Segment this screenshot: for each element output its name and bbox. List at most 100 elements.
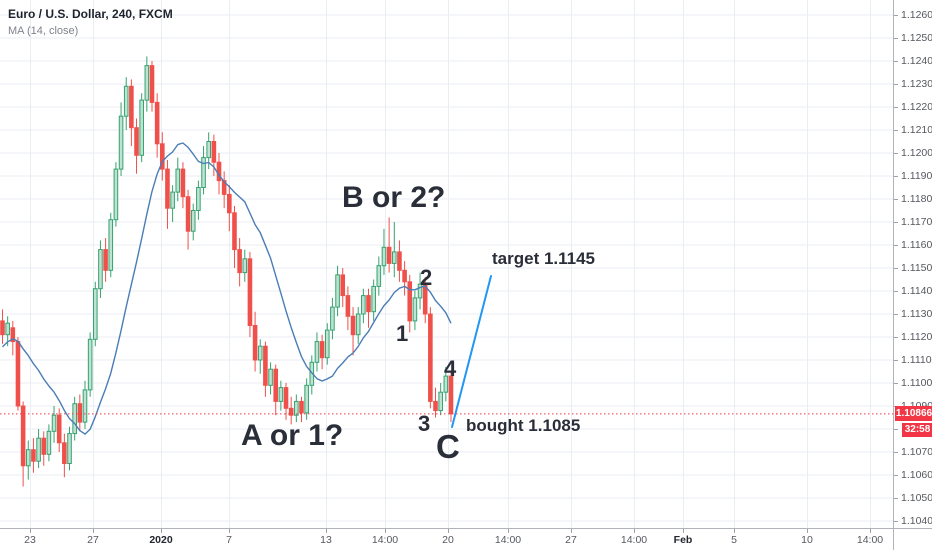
price-axis-label: 1.11900 <box>901 170 932 182</box>
annotation-wave-2[interactable]: 2 <box>420 265 433 290</box>
candle-down <box>10 327 16 343</box>
candle-up <box>438 391 443 412</box>
price-tick <box>894 475 898 476</box>
price-axis[interactable]: 1.10866 32:58 1.12600 1.12500 1.12400 1.123… <box>893 0 932 550</box>
price-axis-label: 1.10400 <box>901 515 932 527</box>
candle-up <box>5 322 10 336</box>
candle-down <box>232 212 237 251</box>
candle-down <box>319 341 325 359</box>
candle-up <box>92 288 98 340</box>
candle-up <box>278 387 284 402</box>
candle-down <box>288 407 294 416</box>
price-axis-label: 1.11500 <box>901 262 932 274</box>
time-tick <box>870 529 871 533</box>
annotation-wave-3[interactable]: 3 <box>418 411 431 436</box>
price-tick <box>894 429 898 430</box>
annotation-wave-1[interactable]: 1 <box>396 321 409 346</box>
candle-down <box>0 320 5 336</box>
time-axis-label: 14:00 <box>371 534 399 546</box>
candle-down <box>165 168 170 209</box>
candle-up <box>72 403 77 435</box>
price-tick <box>894 291 898 292</box>
candle-up <box>25 449 31 467</box>
candle-down <box>154 101 160 145</box>
ma-indicator-label[interactable]: MA (14, close) <box>8 25 79 37</box>
price-axis-label: 1.11200 <box>901 331 932 343</box>
candle-up <box>268 368 273 386</box>
time-tick <box>634 529 635 533</box>
price-tick <box>894 268 898 269</box>
candle-up <box>113 168 119 221</box>
candle-up <box>304 384 309 414</box>
candle-up <box>443 375 449 393</box>
price-axis-label: 1.10600 <box>901 469 932 481</box>
time-axis-label: 10 <box>801 534 813 546</box>
candle-down <box>62 442 67 464</box>
candle-up <box>391 251 397 264</box>
candle-up <box>330 306 335 331</box>
time-axis[interactable]: 23 27 2020 7 13 14:00 20 14:00 27 14:00 Feb 5 10 14:0… <box>0 528 932 550</box>
candle-up <box>376 265 382 287</box>
annotation-wave-c[interactable]: C <box>436 428 460 465</box>
symbol-title[interactable]: Euro / U.S. Dollar, 240, FXCM <box>8 7 173 21</box>
chart-canvas[interactable] <box>0 0 893 528</box>
candle-down <box>448 375 454 415</box>
annotations-layer: B or 2? A or 1? C 1 2 3 4 target 1.1145 bought 1… <box>241 181 596 465</box>
bar-countdown-tag: 32:58 <box>902 423 932 437</box>
ma-line <box>2 142 452 435</box>
candle-up <box>170 191 175 209</box>
candle-down <box>31 449 36 462</box>
candle-down <box>386 246 392 264</box>
candle-down <box>402 269 407 283</box>
candle-down <box>237 249 242 274</box>
time-tick <box>508 529 509 533</box>
time-axis-label: 5 <box>731 534 737 546</box>
candle-down <box>345 295 351 317</box>
chart-pane[interactable]: Euro / U.S. Dollar, 240, FXCM MA (14, cl… <box>0 0 893 528</box>
annotation-target-label[interactable]: target 1.1145 <box>492 249 596 268</box>
price-axis-label: 1.12600 <box>901 9 932 21</box>
time-axis-label: 7 <box>226 534 232 546</box>
annotation-wave-a-or-1[interactable]: A or 1? <box>241 419 344 452</box>
candle-down <box>340 274 346 297</box>
candle-down <box>407 281 413 322</box>
candle-up <box>87 338 93 391</box>
price-axis-label: 1.12100 <box>901 124 932 136</box>
candle-up <box>314 341 320 363</box>
price-axis-label: 1.11300 <box>901 308 932 320</box>
annotation-wave-4[interactable]: 4 <box>444 356 457 381</box>
candle-up <box>98 249 103 290</box>
price-axis-label: 1.11600 <box>901 239 932 251</box>
candle-up <box>412 297 418 322</box>
candle-up <box>190 210 196 232</box>
candle-up <box>371 285 376 313</box>
candle-up <box>257 345 263 361</box>
candle-up <box>242 258 248 274</box>
candle-down <box>299 400 304 414</box>
price-axis-label: 1.12300 <box>901 78 932 90</box>
time-tick <box>571 529 572 533</box>
candle-up <box>118 115 124 170</box>
candle-down <box>20 405 26 467</box>
candle-up <box>51 414 57 432</box>
candle-down <box>56 414 62 444</box>
annotation-wave-b-or-2[interactable]: B or 2? <box>342 181 446 214</box>
candle-up <box>144 65 150 101</box>
price-tick <box>894 498 898 499</box>
candle-up <box>175 168 181 193</box>
time-tick <box>93 529 94 533</box>
candle-down <box>350 315 356 336</box>
price-axis-label: 1.10700 <box>901 446 932 458</box>
price-tick <box>894 176 898 177</box>
candle-down <box>397 251 402 271</box>
candle-down <box>160 143 165 170</box>
target-trend-line[interactable] <box>451 275 492 428</box>
annotation-bought-label[interactable]: bought 1.1085 <box>466 416 581 435</box>
candle-up <box>294 400 299 416</box>
price-tick <box>894 360 898 361</box>
candle-down <box>422 283 428 315</box>
time-axis-label: Feb <box>673 534 693 546</box>
candle-up <box>361 295 366 315</box>
candle-up <box>123 85 129 117</box>
candle-up <box>196 187 201 211</box>
